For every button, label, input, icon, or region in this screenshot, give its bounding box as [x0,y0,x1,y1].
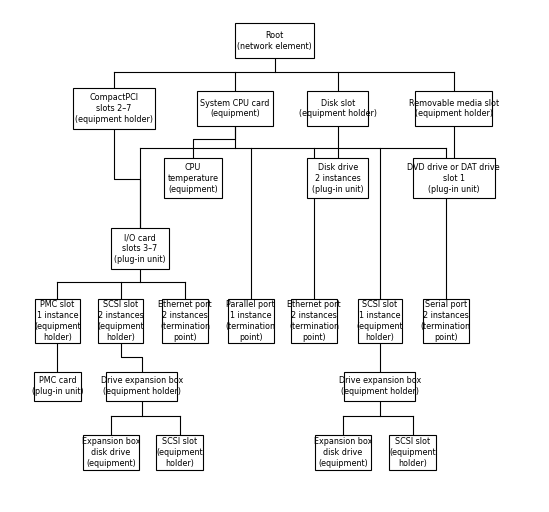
Text: Serial port
2 instances
(termination
point): Serial port 2 instances (termination poi… [421,300,471,342]
Text: CompactPCI
slots 2–7
(equipment holder): CompactPCI slots 2–7 (equipment holder) [75,93,153,124]
Bar [423,299,469,343]
Bar [228,299,274,343]
Bar [106,372,177,400]
Text: Removable media slot
(equipment holder): Removable media slot (equipment holder) [408,99,498,118]
Bar [416,91,492,126]
Text: PMC slot
1 instance
(equipment
holder): PMC slot 1 instance (equipment holder) [34,300,81,342]
Text: DVD drive or DAT drive
slot 1
(plug-in unit): DVD drive or DAT drive slot 1 (plug-in u… [407,163,500,194]
Text: CPU
temperature
(equipment): CPU temperature (equipment) [167,163,219,194]
Bar [389,435,436,471]
Text: I/O card
slots 3–7
(plug-in unit): I/O card slots 3–7 (plug-in unit) [114,233,166,264]
Text: Ethernet port
2 instances
(termination
point): Ethernet port 2 instances (termination p… [287,300,341,342]
Bar [291,299,337,343]
Text: SCSI slot
(equipment
holder): SCSI slot (equipment holder) [156,437,203,468]
Bar [197,91,273,126]
Bar [111,228,169,269]
Text: Root
(network element): Root (network element) [237,31,312,51]
Bar [33,372,81,400]
Bar [83,435,139,471]
Text: Disk slot
(equipment holder): Disk slot (equipment holder) [299,99,377,118]
Text: Disk drive
2 instances
(plug-in unit): Disk drive 2 instances (plug-in unit) [312,163,363,194]
Text: SCSI slot
(equipment
holder): SCSI slot (equipment holder) [389,437,436,468]
Bar [156,435,203,471]
Text: SCSI slot
1 instance
(equipment
holder): SCSI slot 1 instance (equipment holder) [357,300,403,342]
Bar [162,299,208,343]
Bar [73,89,155,129]
Text: Ethernet port
2 instances
(termination
point): Ethernet port 2 instances (termination p… [158,300,212,342]
Bar [315,435,371,471]
Text: System CPU card
(equipment): System CPU card (equipment) [200,99,270,118]
Bar [235,23,314,58]
Bar [344,372,416,400]
Bar [35,299,80,343]
Text: PMC card
(plug-in unit): PMC card (plug-in unit) [31,376,83,396]
Bar [307,91,368,126]
Bar [98,299,143,343]
Text: Expansion box
disk drive
(equipment): Expansion box disk drive (equipment) [314,437,372,468]
Text: Drive expansion box
(equipment holder): Drive expansion box (equipment holder) [100,376,183,396]
Bar [307,158,368,199]
Text: Expansion box
disk drive
(equipment): Expansion box disk drive (equipment) [82,437,141,468]
Bar [357,299,402,343]
Text: SCSI slot
2 instances
(equipment
holder): SCSI slot 2 instances (equipment holder) [97,300,144,342]
Bar [413,158,495,199]
Text: Drive expansion box
(equipment holder): Drive expansion box (equipment holder) [339,376,421,396]
Bar [164,158,222,199]
Text: Parallel port
1 instance
(termination
point): Parallel port 1 instance (termination po… [226,300,276,342]
